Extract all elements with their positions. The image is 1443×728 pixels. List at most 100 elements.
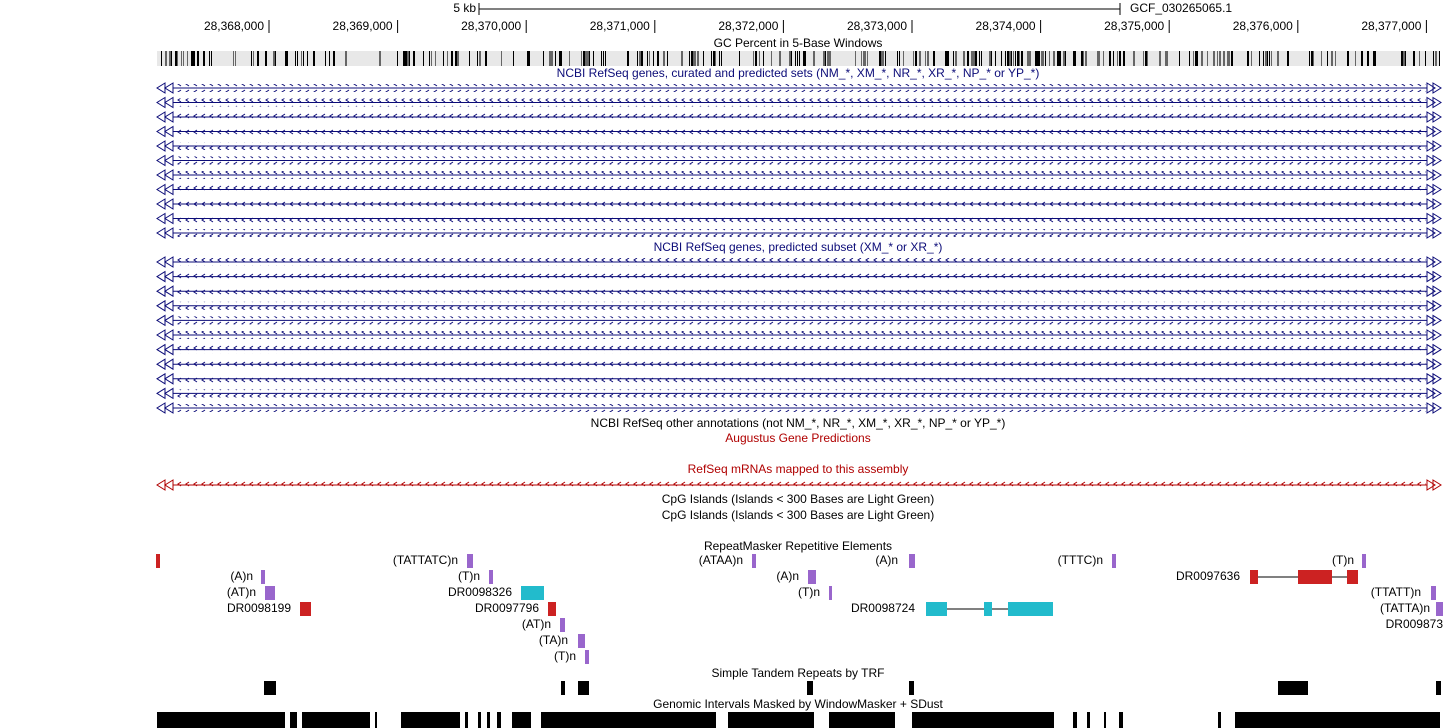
gc-stripe: [1419, 51, 1420, 66]
gene-chevrons: [170, 272, 1426, 281]
gc-stripe: [187, 51, 188, 66]
track-title[interactable]: RepeatMasker Repetitive Elements: [704, 539, 892, 553]
gc-stripe: [257, 51, 259, 66]
scale-label: 5 kb: [453, 1, 476, 15]
gene-chevrons: [170, 156, 1426, 165]
gc-stripe: [995, 51, 996, 66]
repeat-label: (A)n: [875, 553, 898, 567]
gc-stripe: [639, 51, 641, 66]
gene-chevrons: [170, 84, 1426, 92]
repeat-box: [829, 586, 832, 600]
gc-stripe: [345, 51, 347, 66]
track-title[interactable]: Genomic Intervals Masked by WindowMasker…: [653, 697, 943, 711]
track-title[interactable]: NCBI RefSeq genes, curated and predicted…: [557, 66, 1040, 80]
gc-stripe: [663, 51, 665, 66]
gc-stripe: [295, 51, 296, 66]
ruler-label: 28,368,000: [204, 19, 264, 33]
gc-stripe: [827, 51, 829, 66]
gc-stripe: [379, 51, 381, 66]
gc-stripe: [653, 51, 654, 66]
repeat-label: (A)n: [776, 569, 799, 583]
gc-stripe: [879, 51, 881, 66]
gc-stripe: [805, 51, 806, 66]
track-title[interactable]: CpG Islands (Islands < 300 Bases are Lig…: [662, 492, 934, 506]
gc-stripe: [637, 51, 638, 66]
gene-end: [156, 285, 174, 298]
masked-block: [541, 712, 716, 728]
gc-stripe: [1265, 51, 1267, 66]
repeat-box: [909, 554, 915, 568]
gc-stripe: [1269, 51, 1270, 66]
gc-stripe: [325, 51, 326, 66]
track-title[interactable]: Augustus Gene Predictions: [725, 431, 870, 445]
gc-stripe: [191, 51, 193, 66]
gc-stripe: [455, 51, 457, 66]
gc-stripe: [641, 51, 643, 66]
gene-end: [1426, 183, 1442, 196]
gc-stripe: [711, 51, 712, 66]
gene-chevrons: [170, 113, 1426, 121]
track-title[interactable]: NCBI RefSeq other annotations (not NM_*,…: [591, 416, 1006, 430]
ruler-label: 28,377,000: [1361, 19, 1421, 33]
ruler-label: 28,370,000: [461, 19, 521, 33]
repeat-box: [156, 554, 160, 568]
gc-stripe: [569, 51, 570, 66]
gc-stripe: [593, 51, 594, 66]
gc-stripe: [759, 51, 760, 66]
gc-stripe: [1373, 51, 1375, 66]
gene-end: [1426, 343, 1442, 356]
gc-stripe: [1009, 51, 1011, 66]
repeat-label: (TA)n: [539, 633, 568, 647]
gene-end: [1426, 125, 1442, 138]
gc-stripe: [1049, 51, 1050, 66]
gc-stripe: [1037, 51, 1039, 66]
gc-stripe: [1097, 51, 1099, 66]
gc-stripe: [423, 51, 424, 66]
gc-stripe: [265, 51, 267, 66]
repeat-label: (TTATT)n: [1371, 585, 1421, 599]
track-title[interactable]: CpG Islands (Islands < 300 Bases are Lig…: [662, 508, 934, 522]
gc-stripe: [193, 51, 195, 66]
track-title[interactable]: Simple Tandem Repeats by TRF: [712, 666, 885, 680]
repeat-box: [1008, 602, 1053, 616]
gc-stripe: [443, 51, 444, 66]
gc-stripe: [1041, 51, 1043, 66]
masked-block: [487, 712, 490, 728]
gene-end: [156, 125, 174, 138]
repeat-box: [1112, 554, 1116, 568]
gc-stripe: [1231, 51, 1233, 66]
gc-stripe: [1043, 51, 1044, 66]
gc-stripe: [925, 51, 926, 66]
repeat-box: [1431, 586, 1436, 600]
gc-stripe: [287, 51, 288, 66]
gc-stripe: [667, 51, 668, 66]
gc-stripe: [973, 51, 975, 66]
gc-stripe: [1147, 51, 1148, 66]
masked-block: [728, 712, 814, 728]
repeat-box: [752, 554, 756, 568]
gene-end: [1426, 212, 1442, 225]
repeat-label: DR0098724: [851, 601, 915, 615]
gene-end: [156, 372, 174, 385]
ruler-label: 28,376,000: [1233, 19, 1293, 33]
gc-stripe: [447, 51, 448, 66]
gc-stripe: [721, 51, 722, 66]
gc-stripe: [967, 51, 969, 66]
gc-stripe: [1119, 51, 1121, 66]
gc-stripe: [405, 51, 407, 66]
trf-block: [807, 681, 813, 695]
gc-stripe: [1425, 51, 1426, 66]
gc-stripe: [1109, 51, 1111, 66]
repeat-box: [265, 586, 275, 600]
gc-stripe: [1219, 51, 1221, 66]
gc-stripe: [753, 51, 754, 66]
gc-stripe: [1165, 51, 1167, 66]
gc-stripe: [1035, 51, 1037, 66]
repeat-box: [808, 570, 816, 584]
track-title[interactable]: NCBI RefSeq genes, predicted subset (XM_…: [654, 240, 943, 254]
track-title[interactable]: RefSeq mRNAs mapped to this assembly: [688, 462, 909, 476]
gc-stripe: [1059, 51, 1061, 66]
gc-stripe: [403, 51, 405, 66]
gc-stripe: [955, 51, 957, 66]
